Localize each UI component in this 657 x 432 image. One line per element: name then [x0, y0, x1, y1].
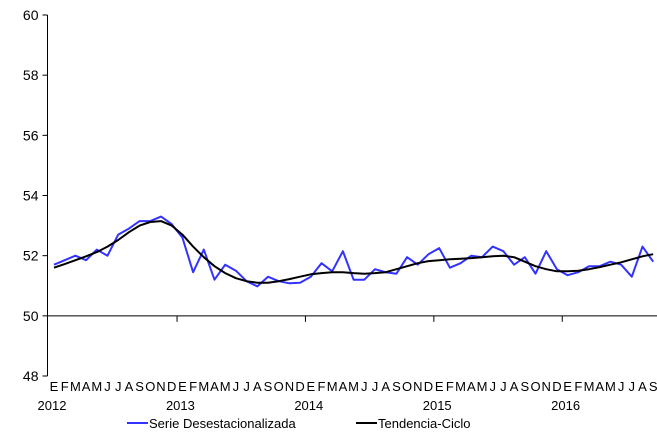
x-tick-label-month: N: [156, 379, 165, 394]
x-tick-label-month: A: [510, 379, 519, 394]
y-tick-label-48: 48: [23, 368, 39, 384]
y-tick-label-52: 52: [23, 248, 39, 264]
x-tick-label-month: J: [233, 379, 240, 394]
x-year-label-2016: 2016: [551, 398, 580, 413]
x-tick-label-month: D: [167, 379, 176, 394]
year-label-group: 2012 2013 2014 2015 2016: [38, 398, 581, 413]
x-tick-label-month: O: [402, 379, 412, 394]
x-tick-label-month: M: [198, 379, 209, 394]
x-tick-label-month: A: [253, 379, 262, 394]
x-tick-label-month: A: [210, 379, 219, 394]
x-tick-label-month: M: [455, 379, 466, 394]
x-tick-label-month: M: [584, 379, 595, 394]
x-tick-label-month: F: [61, 379, 69, 394]
y-axis: 48 50 52 54 56 58 60: [23, 7, 48, 384]
x-tick-label-month: E: [178, 379, 187, 394]
x-tick-label-month: O: [145, 379, 155, 394]
series-line-serie-desestacionalizada: [53, 215, 655, 288]
x-tick-label-month: S: [520, 379, 529, 394]
x-tick-label-month: E: [306, 379, 315, 394]
x-tick-label-month: J: [500, 379, 507, 394]
x-tick-label-month: J: [115, 379, 122, 394]
x-tick-label-month: S: [264, 379, 273, 394]
y-tick-label-58: 58: [23, 67, 39, 83]
x-tick-label-month: D: [424, 379, 433, 394]
x-tick-label-month: F: [446, 379, 454, 394]
x-tick-label-month: N: [542, 379, 551, 394]
x-tick-label-month: A: [381, 379, 390, 394]
x-tick-group: [176, 315, 563, 322]
x-tick-label-month: S: [392, 379, 401, 394]
x-year-label-2012: 2012: [38, 398, 67, 413]
x-year-label-2013: 2013: [166, 398, 195, 413]
x-tick-label-month: O: [274, 379, 284, 394]
x-tick-label-month: N: [413, 379, 422, 394]
x-tick-label-month: S: [135, 379, 144, 394]
x-tick-label-month: N: [285, 379, 294, 394]
series-line-tendencia-ciclo: [53, 220, 654, 284]
x-tick-label-month: A: [595, 379, 604, 394]
x-tick-label-month: D: [552, 379, 561, 394]
y-tick-label-56: 56: [23, 127, 39, 143]
x-tick-label-month: J: [629, 379, 636, 394]
x-tick-label-month: M: [220, 379, 231, 394]
x-tick-label-month: F: [189, 379, 197, 394]
x-tick-label-month: D: [295, 379, 304, 394]
x-tick-label-month: A: [638, 379, 647, 394]
x-tick-label-month: O: [530, 379, 540, 394]
x-year-label-2014: 2014: [294, 398, 323, 413]
x-tick-label-month: A: [125, 379, 134, 394]
x-tick-label-month: F: [574, 379, 582, 394]
x-tick-label-month: M: [605, 379, 616, 394]
x-tick-label-month: J: [243, 379, 250, 394]
x-year-label-2015: 2015: [423, 398, 452, 413]
y-tick-label-60: 60: [23, 7, 39, 23]
x-tick-label-month: M: [477, 379, 488, 394]
x-tick-label-month: M: [70, 379, 81, 394]
series-group: [53, 215, 655, 288]
x-tick-label-month: A: [467, 379, 476, 394]
x-tick-label-month: M: [91, 379, 102, 394]
x-tick-label-month: M: [327, 379, 338, 394]
legend-label-serie-desestacionalizada: Serie Desestacionalizada: [149, 416, 296, 431]
x-tick-label-month: A: [82, 379, 91, 394]
x-tick-label-month: E: [50, 379, 59, 394]
x-tick-label-month: J: [104, 379, 111, 394]
y-tick-label-54: 54: [23, 188, 39, 204]
legend: Serie Desestacionalizada Tendencia-Ciclo: [127, 416, 471, 431]
x-tick-label-month: J: [489, 379, 496, 394]
x-tick-label-month: A: [339, 379, 348, 394]
y-tick-group: 48 50 52 54 56 58 60: [23, 7, 48, 384]
x-tick-label-month: J: [361, 379, 368, 394]
x-tick-label-month: S: [649, 379, 657, 394]
x-tick-label-month: J: [372, 379, 379, 394]
y-tick-label-50: 50: [23, 308, 39, 324]
x-tick-label-month: E: [563, 379, 572, 394]
x-tick-label-month: M: [348, 379, 359, 394]
x-tick-label-month: F: [318, 379, 326, 394]
x-tick-label-month: J: [618, 379, 625, 394]
legend-label-tendencia-ciclo: Tendencia-Ciclo: [378, 416, 471, 431]
x-tick-label-month: E: [435, 379, 444, 394]
